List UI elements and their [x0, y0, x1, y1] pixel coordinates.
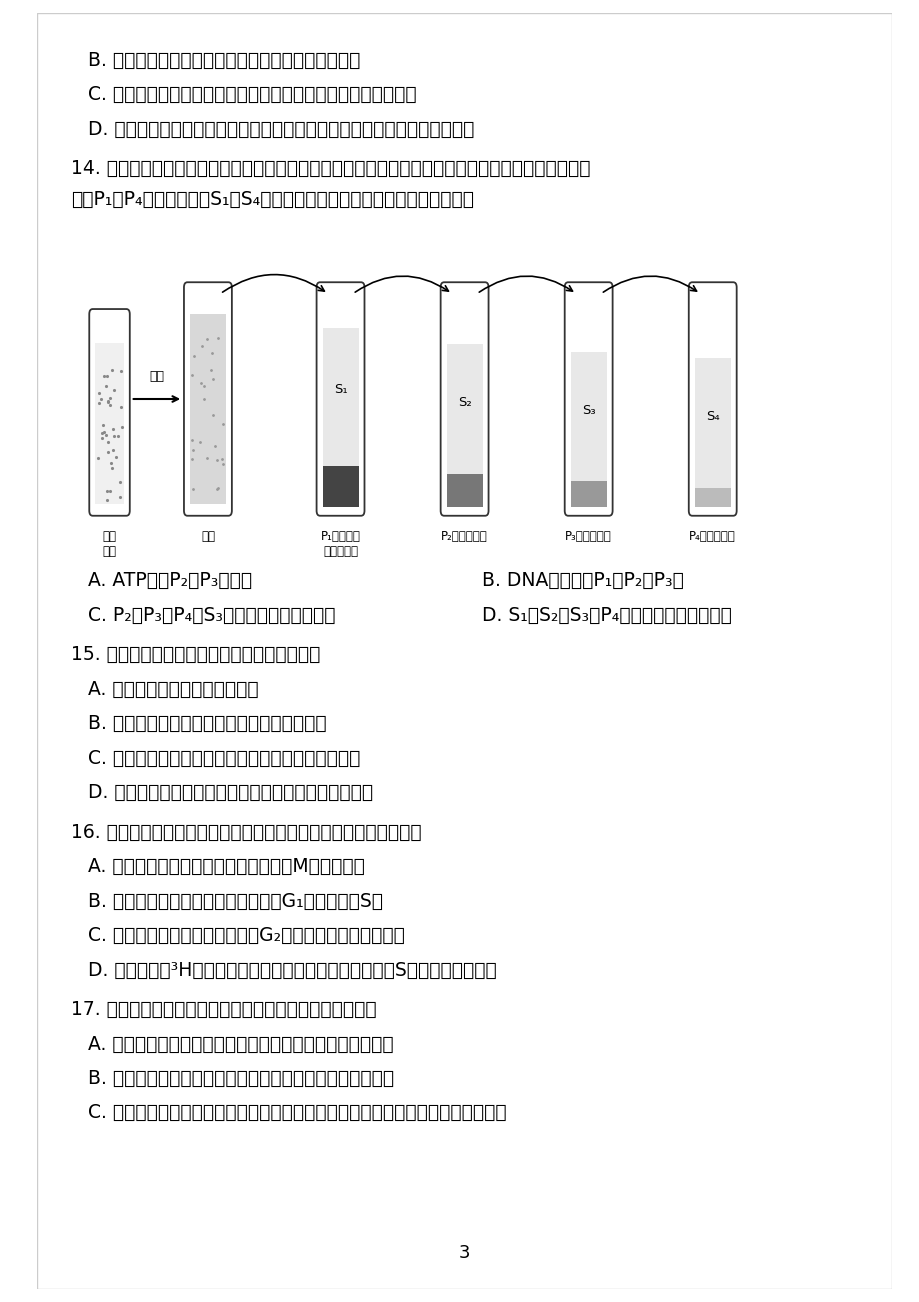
Text: 16. 下列关于用不同方法处理与培养小鼠骨髓细胞的叙述，正确的是: 16. 下列关于用不同方法处理与培养小鼠骨髓细胞的叙述，正确的是 [71, 823, 421, 841]
FancyBboxPatch shape [688, 283, 736, 516]
Text: A. ATP仅在P₂和P₃中产生: A. ATP仅在P₂和P₃中产生 [88, 572, 252, 590]
Text: 15. 下列关于膝反射的反射弧的叙述，正确的是: 15. 下列关于膝反射的反射弧的叙述，正确的是 [71, 646, 320, 664]
Text: S₂: S₂ [458, 396, 471, 409]
Text: C. 促甲状腺激素释放激素通过垂体门脉的血液运输作用于甲状腺: C. 促甲状腺激素释放激素通过垂体门脉的血液运输作用于甲状腺 [88, 85, 416, 104]
FancyBboxPatch shape [184, 283, 232, 516]
Text: S₃: S₃ [581, 404, 595, 417]
Bar [189, 315, 226, 504]
Bar [446, 344, 482, 474]
Text: 17. 下列关于利用胚胎工程培育优质奶牛的叙述，正确的是: 17. 下列关于利用胚胎工程培育优质奶牛的叙述，正确的是 [71, 1000, 376, 1019]
FancyBboxPatch shape [89, 309, 130, 516]
Text: S₁: S₁ [334, 383, 347, 396]
Text: C. 随着卵裂的进行，卵裂球细胞的体积变小，卵裂球的体积和有机物总量显著增加: C. 随着卵裂的进行，卵裂球细胞的体积变小，卵裂球的体积和有机物总量显著增加 [88, 1103, 506, 1122]
Text: C. 运动神经元的树突可受其他神经元轴突末梢的支配: C. 运动神经元的树突可受其他神经元轴突末梢的支配 [88, 749, 360, 768]
Text: D. 反射中枢由中间神经元和运动神经元之间的突触组成: D. 反射中枢由中间神经元和运动神经元之间的突触组成 [88, 783, 373, 802]
Bar [694, 358, 730, 488]
Text: P₂（叶绿体）: P₂（叶绿体） [441, 530, 487, 543]
Text: S₄: S₄ [705, 410, 719, 423]
Bar [323, 328, 358, 466]
Text: B. 在体外完成受精后的受精卵，将其植入子宫即可完成着床: B. 在体外完成受精后的受精卵，将其植入子宫即可完成着床 [88, 1069, 394, 1088]
Text: P₃（线粒体）: P₃（线粒体） [564, 530, 611, 543]
Text: 3: 3 [459, 1245, 470, 1262]
Text: D. S₁、S₂、S₃和P₄中均有膜结构的细胞器: D. S₁、S₂、S₃和P₄中均有膜结构的细胞器 [482, 605, 731, 625]
Text: C. 用促进细胞分裂的试剂处理，G₂期细胞中染色体数目增加: C. 用促进细胞分裂的试剂处理，G₂期细胞中染色体数目增加 [88, 926, 404, 945]
Text: A. 用缺乏营养物质的培养液培养，会使M期细胞减少: A. 用缺乏营养物质的培养液培养，会使M期细胞减少 [88, 857, 365, 876]
Text: D. 促甲状腺激素含量减少会使促甲状腺激素释放激素和甲状腺激素分泌增多: D. 促甲状腺激素含量减少会使促甲状腺激素释放激素和甲状腺激素分泌增多 [88, 120, 474, 138]
Text: P₁（细胞壁
和细胞核）: P₁（细胞壁 和细胞核） [320, 530, 360, 557]
Text: C. P₂、P₃、P₄和S₃均能合成相应的蛋白质: C. P₂、P₃、P₄和S₃均能合成相应的蛋白质 [88, 605, 335, 625]
Text: B. 传出神经末梢可支配骨骼肌细胞和内分泌腺: B. 传出神经末梢可支配骨骼肌细胞和内分泌腺 [88, 715, 326, 733]
Text: B. 用蛋白质合成抑制剂处理，不影响G₁期细胞进入S期: B. 用蛋白质合成抑制剂处理，不影响G₁期细胞进入S期 [88, 892, 382, 910]
Text: 匀浆: 匀浆 [200, 530, 215, 543]
Text: 示，P₁～P₄表示沉淀物，S₁～S₄表示上清液。据此分析，下列叙述正确的是: 示，P₁～P₄表示沉淀物，S₁～S₄表示上清液。据此分析，下列叙述正确的是 [71, 190, 473, 208]
Text: 研磨: 研磨 [149, 370, 165, 383]
Text: B. DNA仅存在于P₁、P₂和P₃中: B. DNA仅存在于P₁、P₂和P₃中 [482, 572, 683, 590]
Text: A. 从雄性奶牛中采集到的成熟精子遇到卵子即可进入卵子内: A. 从雄性奶牛中采集到的成熟精子遇到卵子即可进入卵子内 [88, 1035, 393, 1053]
Bar [96, 344, 124, 504]
Bar [570, 482, 606, 506]
Text: D. 用仅含适量³H标记的胸腺嘧啶脱氧核苷的培养液培养，S期细胞的数量增加: D. 用仅含适量³H标记的胸腺嘧啶脱氧核苷的培养液培养，S期细胞的数量增加 [88, 961, 496, 979]
Bar [570, 352, 606, 482]
Text: B. 腺垂体分泌的生长激素能促进蛋白质和脂肪的合成: B. 腺垂体分泌的生长激素能促进蛋白质和脂肪的合成 [88, 51, 360, 70]
Text: 14. 研究叶肉细胞的结构和功能时，取匀浆或上清液依次离心将不同的结构分开，其过程和结果如图所: 14. 研究叶肉细胞的结构和功能时，取匀浆或上清液依次离心将不同的结构分开，其过… [71, 159, 590, 178]
Text: A. 感觉神经元的胞体位于脊髓中: A. 感觉神经元的胞体位于脊髓中 [88, 680, 258, 699]
FancyBboxPatch shape [440, 283, 488, 516]
Bar [694, 488, 730, 506]
Text: P₄（核糖体）: P₄（核糖体） [688, 530, 735, 543]
FancyBboxPatch shape [316, 283, 364, 516]
Bar [446, 474, 482, 506]
FancyBboxPatch shape [564, 283, 612, 516]
Text: 叶肉
细胞: 叶肉 细胞 [102, 530, 117, 557]
Bar [323, 466, 358, 506]
